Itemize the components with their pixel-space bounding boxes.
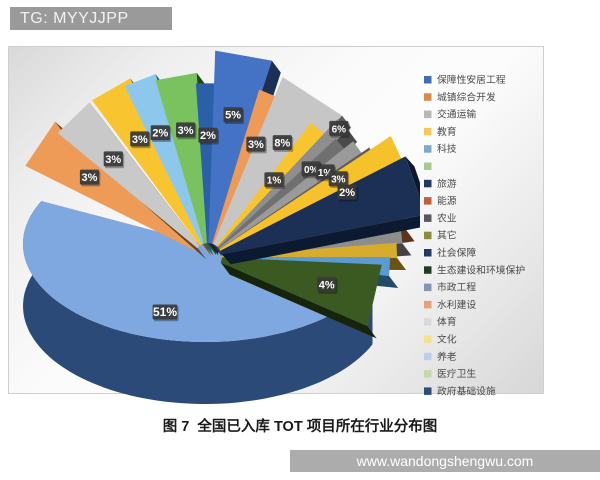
svg-text:2%: 2% xyxy=(152,128,168,140)
svg-text:2%: 2% xyxy=(200,130,216,142)
svg-text:2%: 2% xyxy=(339,187,355,199)
svg-text:能源: 能源 xyxy=(437,194,457,207)
svg-text:保障性安居工程: 保障性安居工程 xyxy=(437,73,506,86)
svg-text:市政工程: 市政工程 xyxy=(437,281,476,294)
svg-text:旅游: 旅游 xyxy=(437,177,457,190)
svg-text:3%: 3% xyxy=(82,172,98,184)
svg-text:3%: 3% xyxy=(178,125,194,137)
svg-text:水利建设: 水利建设 xyxy=(437,298,476,311)
svg-text:5%: 5% xyxy=(225,110,241,122)
svg-text:1%: 1% xyxy=(267,176,282,187)
svg-text:3%: 3% xyxy=(331,175,346,186)
svg-text:农业: 农业 xyxy=(437,211,457,224)
svg-text:生态建设和环境保护: 生态建设和环境保护 xyxy=(437,263,525,276)
svg-text:8%: 8% xyxy=(274,138,290,150)
svg-text:体育: 体育 xyxy=(437,315,457,328)
svg-text:教育: 教育 xyxy=(437,125,457,138)
svg-text:3%: 3% xyxy=(105,154,121,166)
svg-text:养老: 养老 xyxy=(437,350,457,363)
svg-text:交通运输: 交通运输 xyxy=(437,108,476,121)
svg-text:医疗卫生: 医疗卫生 xyxy=(437,367,476,380)
svg-text:文化: 文化 xyxy=(437,333,457,346)
svg-text:3%: 3% xyxy=(248,139,264,151)
svg-text:其它: 其它 xyxy=(437,229,457,242)
svg-text:6%: 6% xyxy=(332,124,347,135)
svg-text:城镇综合开发: 城镇综合开发 xyxy=(437,90,496,103)
svg-text:4%: 4% xyxy=(319,279,335,291)
svg-text:科技: 科技 xyxy=(437,142,457,155)
svg-text:3%: 3% xyxy=(132,134,148,146)
svg-text:政府基础设施: 政府基础设施 xyxy=(437,384,496,397)
svg-text:51%: 51% xyxy=(153,305,177,319)
svg-text:社会保障: 社会保障 xyxy=(437,246,476,259)
